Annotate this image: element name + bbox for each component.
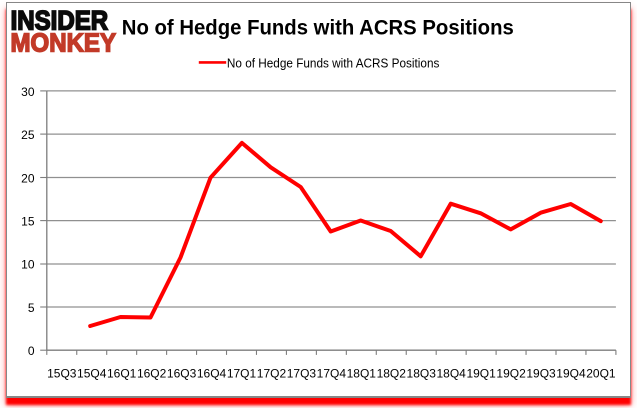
svg-text:16Q3: 16Q3 [167, 367, 197, 381]
svg-text:20: 20 [21, 171, 35, 185]
svg-text:17Q4: 17Q4 [317, 367, 347, 381]
svg-text:16Q1: 16Q1 [107, 367, 137, 381]
svg-text:19Q3: 19Q3 [526, 367, 556, 381]
svg-text:18Q3: 18Q3 [407, 367, 437, 381]
svg-text:No of Hedge Funds with ACRS Po: No of Hedge Funds with ACRS Positions [227, 55, 440, 70]
svg-text:16Q2: 16Q2 [137, 367, 167, 381]
svg-text:No of Hedge Funds with ACRS Po: No of Hedge Funds with ACRS Positions [122, 16, 514, 40]
svg-text:15: 15 [21, 215, 35, 229]
svg-text:MONKEY: MONKEY [11, 29, 117, 57]
svg-text:16Q4: 16Q4 [197, 367, 227, 381]
svg-text:30: 30 [21, 85, 35, 99]
svg-text:17Q3: 17Q3 [287, 367, 317, 381]
svg-text:5: 5 [28, 301, 35, 315]
svg-text:20Q1: 20Q1 [586, 367, 616, 381]
svg-text:18Q2: 18Q2 [377, 367, 407, 381]
svg-text:19Q2: 19Q2 [496, 367, 526, 381]
svg-text:15Q4: 15Q4 [77, 367, 107, 381]
svg-text:18Q4: 18Q4 [436, 367, 466, 381]
svg-text:17Q1: 17Q1 [227, 367, 257, 381]
svg-text:15Q3: 15Q3 [47, 367, 77, 381]
svg-text:INSIDER: INSIDER [11, 6, 109, 36]
svg-text:18Q1: 18Q1 [347, 367, 377, 381]
svg-text:25: 25 [21, 128, 35, 142]
svg-text:10: 10 [21, 258, 35, 272]
svg-text:19Q1: 19Q1 [466, 367, 496, 381]
svg-text:19Q4: 19Q4 [556, 367, 586, 381]
svg-text:0: 0 [28, 344, 35, 358]
svg-text:17Q2: 17Q2 [257, 367, 287, 381]
